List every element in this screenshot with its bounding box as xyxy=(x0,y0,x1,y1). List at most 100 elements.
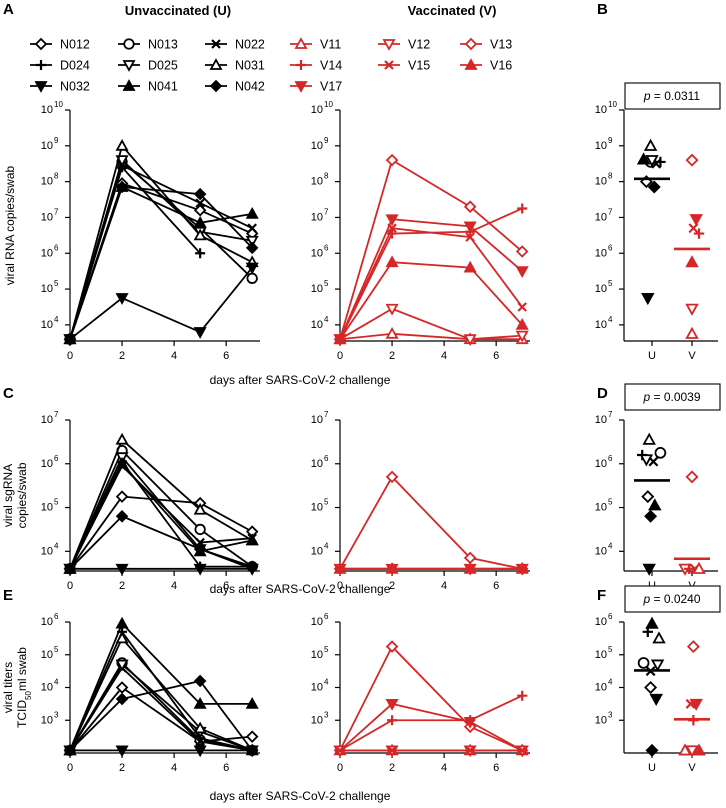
y-tick-exponent: 4 xyxy=(608,315,613,324)
p-value-box xyxy=(624,585,721,613)
unvaccinated-point-n042 xyxy=(193,542,207,556)
y-tick-label: 10 xyxy=(41,616,53,628)
unvaccinated-point-n031 xyxy=(193,228,207,241)
y-tick-label: 10 xyxy=(41,283,53,295)
legend-marker-icon xyxy=(384,60,394,70)
y-tick-label: 10 xyxy=(595,545,607,557)
unvaccinated-point-n032 xyxy=(193,563,207,576)
unvaccinated-point-n041 xyxy=(193,215,207,228)
unvaccinated-point-n013 xyxy=(194,523,206,536)
unvaccinated-point-n013 xyxy=(246,272,258,284)
legend-label-n012: N012 xyxy=(60,38,90,52)
y-tick-label: 10 xyxy=(41,176,53,188)
unvaccinated-point-n032 xyxy=(245,262,259,275)
vaccinated-point-v16 xyxy=(385,255,399,268)
vaccinated-point-v15 xyxy=(387,564,397,574)
vaccinated-point-v15 xyxy=(465,564,475,574)
p-value-box xyxy=(624,82,721,110)
y-tick-exponent: 6 xyxy=(608,243,613,252)
vaccinated-point-v15 xyxy=(517,564,527,574)
y-tick-exponent: 7 xyxy=(324,410,329,419)
x-tick-label: 0 xyxy=(337,580,343,592)
summary-point-v xyxy=(685,255,699,268)
legend-label-d025: D025 xyxy=(148,59,178,73)
legend-marker-icon xyxy=(123,38,135,50)
y-tick-exponent: 7 xyxy=(324,207,329,216)
y-tick-exponent: 8 xyxy=(324,172,329,181)
legend-marker-icon xyxy=(464,37,478,51)
unvaccinated-series-line-n041 xyxy=(69,622,253,751)
x-tick-label: 6 xyxy=(223,580,229,592)
panel-letter-f: F xyxy=(597,587,606,604)
legend-marker-icon xyxy=(382,39,396,51)
unvaccinated-point-n042 xyxy=(115,510,129,523)
y-tick-exponent: 6 xyxy=(54,243,59,252)
y-tick-label: 10 xyxy=(595,714,607,726)
p-symbol: p xyxy=(642,592,650,606)
y-tick-label: 10 xyxy=(41,414,53,426)
unvaccinated-point-n031 xyxy=(193,502,207,515)
vaccinated-point-v17 xyxy=(385,214,399,227)
summary-point-v xyxy=(689,698,703,711)
panel-letter-e: E xyxy=(3,587,13,604)
unvaccinated-point-n041 xyxy=(245,533,259,546)
y-tick-label: 10 xyxy=(595,283,607,295)
y-tick-exponent: 6 xyxy=(608,454,613,463)
legend-marker-icon xyxy=(34,81,48,93)
unvaccinated-series-line-d024 xyxy=(69,630,253,752)
x-tick-label: 2 xyxy=(119,580,125,592)
p-value-box xyxy=(624,383,721,411)
unvaccinated-point-n042 xyxy=(245,560,259,573)
y-tick-exponent: 6 xyxy=(324,454,329,463)
unvaccinated-point-n032 xyxy=(193,745,207,758)
p-symbol: p xyxy=(643,89,651,103)
x-tick-label: 4 xyxy=(441,762,447,774)
vaccinated-point-v12 xyxy=(463,334,477,347)
x-tick-label: 6 xyxy=(223,350,229,362)
summary-point-v xyxy=(692,743,706,756)
y-tick-label: 10 xyxy=(595,414,607,426)
y-tick-label: 10 xyxy=(595,211,607,223)
y-tick-exponent: 10 xyxy=(608,100,617,109)
p-value-text: p = 0.0039 xyxy=(642,390,700,404)
vaccinated-series-line-v11 xyxy=(339,332,523,341)
unvaccinated-point-n042 xyxy=(193,187,207,201)
y-tick-label: 10 xyxy=(311,682,323,694)
y-tick-label: 10 xyxy=(311,176,323,188)
y-tick-exponent: 5 xyxy=(324,498,329,507)
unvaccinated-series-line-n031 xyxy=(69,636,253,752)
summary-point-u xyxy=(652,631,666,644)
y-tick-label: 10 xyxy=(41,104,53,116)
y-tick-label: 10 xyxy=(595,502,607,514)
summary-point-v xyxy=(678,743,692,756)
legend-label-v12: V12 xyxy=(408,38,430,52)
legend-marker-icon xyxy=(122,79,136,91)
summary-point-v xyxy=(685,303,699,316)
y-axis-label: copies/swab xyxy=(15,462,29,528)
vaccinated-point-v15 xyxy=(517,302,527,312)
vaccinated-point-v17 xyxy=(463,221,477,234)
summary-point-v xyxy=(684,563,695,575)
category-label-v: V xyxy=(688,350,696,362)
x-tick-label: 4 xyxy=(171,350,177,362)
vaccinated-point-v13 xyxy=(515,245,529,258)
unvaccinated-point-n032 xyxy=(115,745,129,758)
unvaccinated-point-n032 xyxy=(193,327,207,339)
x-tick-label: 6 xyxy=(223,762,229,774)
y-tick-exponent: 5 xyxy=(608,645,613,654)
y-tick-label: 10 xyxy=(41,247,53,259)
y-tick-exponent: 4 xyxy=(324,678,329,687)
unvaccinated-series-line-n042 xyxy=(69,515,253,570)
unvaccinated-point-n022 xyxy=(247,223,257,233)
y-tick-label: 10 xyxy=(595,319,607,331)
summary-point-v xyxy=(685,470,699,484)
summary-point-u xyxy=(643,138,658,151)
summary-point-u xyxy=(647,180,661,194)
y-tick-label: 10 xyxy=(595,616,607,628)
y-tick-label: 10 xyxy=(41,682,53,694)
unvaccinated-series-line-n012 xyxy=(69,495,253,570)
y-tick-exponent: 7 xyxy=(54,410,59,419)
vaccinated-point-v12 xyxy=(515,330,529,343)
